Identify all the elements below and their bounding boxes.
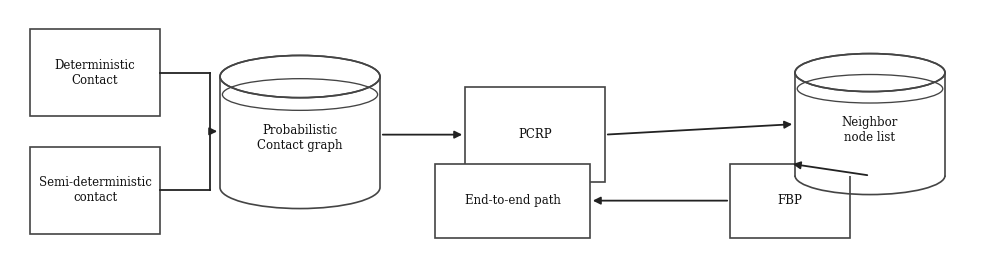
Ellipse shape	[220, 55, 380, 98]
Text: FBP: FBP	[778, 194, 802, 207]
Ellipse shape	[796, 54, 944, 91]
Ellipse shape	[795, 54, 945, 92]
Text: End-to-end path: End-to-end path	[465, 194, 560, 207]
Text: Neighbor
node list: Neighbor node list	[842, 116, 898, 144]
Text: PCRP: PCRP	[518, 128, 552, 141]
Text: Deterministic
Contact: Deterministic Contact	[55, 59, 135, 87]
Bar	[30, 147, 160, 234]
Text: Semi-deterministic
contact: Semi-deterministic contact	[39, 176, 151, 204]
Ellipse shape	[220, 56, 380, 97]
Bar	[730, 164, 850, 238]
Text: Probabilistic
Contact graph: Probabilistic Contact graph	[257, 124, 343, 152]
Bar	[220, 77, 380, 187]
Bar	[465, 87, 605, 182]
Bar	[435, 164, 590, 238]
Bar	[795, 73, 945, 176]
Bar	[30, 29, 160, 116]
